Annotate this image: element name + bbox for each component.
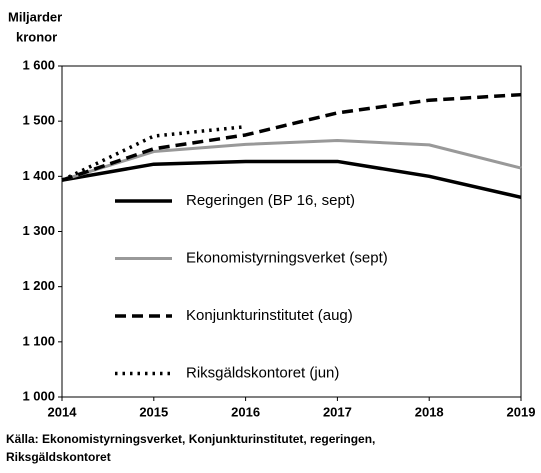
y-tick-label: 1 000	[22, 388, 55, 403]
y-tick-label: 1 200	[22, 278, 55, 293]
legend-label: Regeringen (BP 16, sept)	[186, 192, 355, 209]
x-tick-label: 2017	[323, 404, 352, 419]
x-tick-label: 2019	[507, 404, 536, 419]
y-tick-label: 1 100	[22, 333, 55, 348]
x-tick-label: 2015	[139, 404, 168, 419]
series-line	[61, 92, 522, 182]
plot-frame	[61, 65, 522, 398]
y-tick-label: 1 300	[22, 223, 55, 238]
legend-label: Ekonomistyrningsverket (sept)	[186, 249, 388, 266]
x-tick-label: 2018	[415, 404, 444, 419]
series-line	[61, 138, 522, 182]
legend-label: Konjunkturinstitutet (aug)	[186, 307, 353, 324]
y-axis-label: kronor	[16, 29, 57, 44]
y-tick-label: 1 400	[22, 168, 55, 183]
y-tick-label: 1 600	[22, 57, 55, 72]
legend-label: Riksgäldskontoret (jun)	[186, 364, 339, 381]
y-tick-label: 1 500	[22, 113, 55, 128]
x-tick-label: 2014	[48, 404, 78, 419]
source-note: Riksgäldskontoret	[6, 450, 111, 464]
series-line	[61, 159, 522, 200]
source-note: Källa: Ekonomistyrningsverket, Konjunktu…	[6, 432, 375, 446]
y-axis-label: Miljarder	[8, 9, 62, 24]
x-tick-label: 2016	[231, 404, 260, 419]
